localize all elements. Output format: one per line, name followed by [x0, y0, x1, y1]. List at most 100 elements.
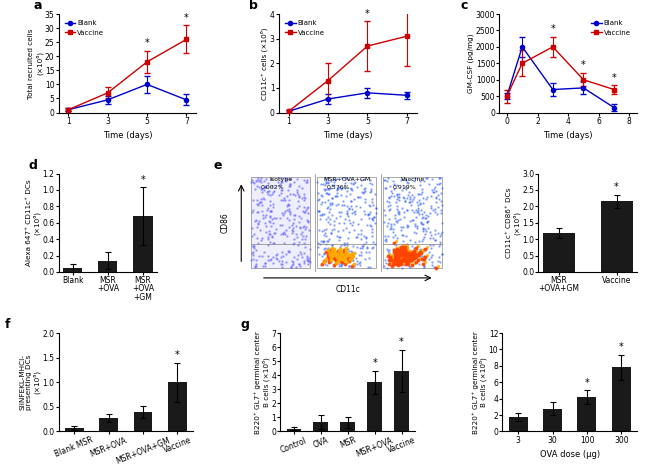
Point	[339, 251, 349, 258]
Point	[384, 253, 395, 260]
Point	[294, 261, 304, 268]
Point	[388, 228, 398, 236]
Point	[356, 251, 367, 259]
Point	[323, 254, 333, 261]
Point	[329, 248, 339, 256]
Point	[348, 261, 359, 268]
Point	[343, 175, 353, 182]
Point	[322, 246, 333, 254]
Point	[390, 255, 400, 263]
Point	[418, 260, 428, 267]
Point	[319, 185, 330, 193]
Point	[335, 250, 346, 257]
Point	[344, 205, 354, 212]
Point	[299, 208, 309, 216]
Point	[259, 183, 270, 191]
Point	[257, 189, 267, 196]
Point	[397, 256, 408, 264]
Point	[391, 255, 402, 263]
Point	[275, 180, 285, 188]
Point	[298, 223, 309, 230]
Point	[264, 187, 274, 194]
Point	[281, 177, 291, 185]
Point	[402, 194, 412, 202]
Point	[289, 212, 299, 219]
Point	[391, 198, 401, 205]
Point	[260, 219, 270, 227]
Point	[363, 212, 373, 219]
Point	[335, 263, 346, 270]
Point	[275, 221, 285, 229]
Point	[320, 248, 331, 256]
Point	[435, 232, 445, 240]
Point	[386, 258, 396, 266]
Point	[328, 254, 338, 261]
Point	[398, 251, 408, 259]
Point	[404, 262, 414, 270]
Point	[284, 175, 294, 182]
Point	[412, 242, 423, 250]
Point	[346, 197, 356, 205]
Point	[293, 241, 304, 249]
Point	[361, 233, 372, 241]
Point	[384, 198, 394, 205]
Point	[401, 251, 411, 258]
Point	[402, 251, 413, 259]
Point	[335, 253, 346, 261]
Point	[384, 225, 395, 233]
Point	[257, 234, 267, 242]
Point	[254, 183, 264, 190]
Point	[332, 189, 342, 197]
Point	[326, 258, 337, 265]
Bar	[394, 371, 409, 431]
Point	[392, 245, 402, 253]
Point	[382, 197, 393, 204]
Point	[270, 251, 281, 259]
Point	[321, 185, 332, 193]
Point	[333, 254, 344, 262]
Point	[267, 233, 278, 241]
Point	[420, 214, 430, 222]
Point	[403, 252, 413, 260]
Point	[435, 259, 445, 266]
Point	[381, 184, 391, 191]
Point	[276, 186, 287, 194]
Point	[326, 199, 337, 207]
Point	[395, 248, 406, 256]
Point	[420, 245, 430, 252]
Point	[340, 184, 350, 192]
Point	[396, 261, 406, 268]
Point	[392, 251, 402, 258]
Point	[409, 247, 419, 255]
Point	[263, 233, 274, 240]
Point	[419, 263, 430, 270]
Point	[382, 219, 393, 227]
Point	[419, 177, 429, 185]
Text: 0.576%: 0.576%	[327, 185, 351, 190]
Point	[320, 174, 331, 182]
Point	[430, 209, 440, 216]
Point	[405, 236, 415, 244]
Point	[433, 230, 443, 237]
Point	[401, 185, 411, 193]
Bar	[98, 260, 118, 272]
Point	[406, 254, 416, 262]
Point	[337, 258, 347, 266]
Point	[265, 256, 275, 264]
Point	[395, 260, 406, 268]
Point	[312, 178, 322, 185]
Point	[316, 191, 326, 199]
Point	[321, 226, 332, 233]
X-axis label: OVA dose (μg): OVA dose (μg)	[540, 450, 600, 459]
Point	[337, 254, 347, 261]
Point	[297, 184, 307, 191]
Point	[356, 182, 367, 189]
Bar	[64, 428, 84, 431]
Point	[251, 216, 261, 223]
Point	[255, 178, 266, 186]
Point	[399, 255, 410, 263]
Point	[299, 193, 309, 200]
Point	[405, 259, 415, 266]
Point	[302, 252, 312, 260]
Point	[337, 201, 348, 209]
